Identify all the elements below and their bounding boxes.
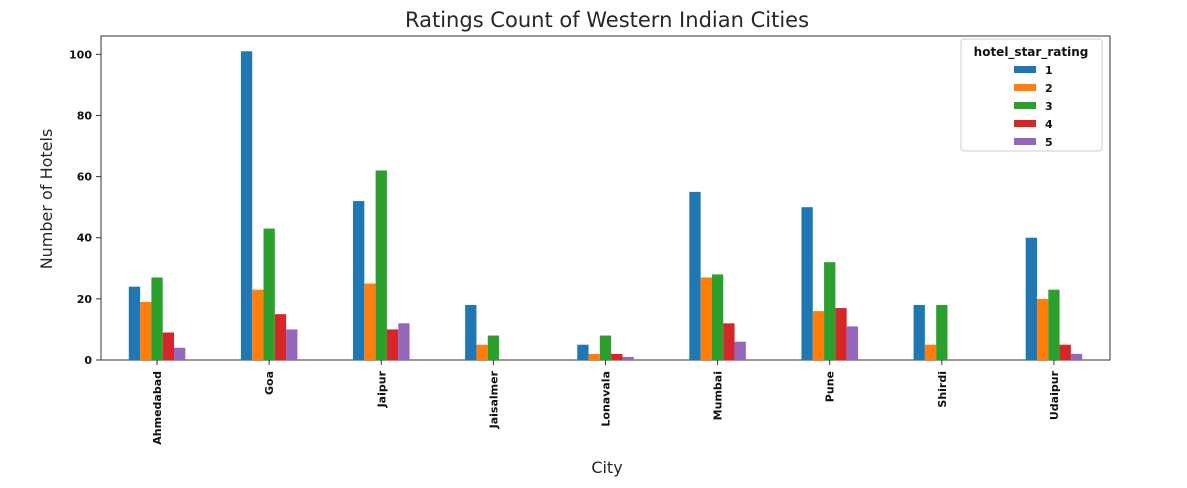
y-tick-label: 40 [77, 232, 93, 245]
bar-udaipur-rating-4 [1059, 344, 1071, 360]
bar-ahmedabad-rating-1 [128, 286, 141, 360]
bar-lonavala-rating-3 [599, 335, 612, 360]
bar-lonavala-rating-5 [622, 356, 634, 360]
bar-udaipur-rating-3 [1048, 289, 1060, 360]
x-tick-label: Mumbai [712, 371, 725, 420]
bar-udaipur-rating-1 [1025, 237, 1037, 360]
bar-lonavala-rating-4 [611, 353, 623, 360]
bar-lonavala-rating-2 [588, 353, 600, 360]
bar-mumbai-rating-5 [734, 341, 746, 360]
legend-swatch-4 [1014, 120, 1036, 127]
legend-swatch-3 [1014, 102, 1036, 109]
legend-items: 1 2 3 4 5 [1014, 64, 1053, 149]
bar-pune-rating-2 [812, 311, 825, 360]
bar-goa-rating-4 [274, 314, 287, 360]
x-tick-label: Udaipur [1048, 370, 1061, 420]
legend-swatch-2 [1014, 84, 1036, 91]
x-tick-label: Lonavala [600, 371, 613, 427]
bar-mumbai-rating-2 [700, 277, 712, 360]
bar-jaipur-rating-3 [375, 170, 387, 360]
bar-pune-rating-4 [835, 308, 847, 360]
y-axis-ticks: 0 20 40 60 80 100 [69, 48, 101, 367]
bar-jaipur-rating-2 [364, 283, 376, 360]
legend-swatch-1 [1014, 66, 1036, 73]
bar-ahmedabad-rating-5 [174, 347, 186, 360]
bar-mumbai-rating-4 [723, 323, 735, 360]
y-tick-label: 100 [69, 48, 92, 61]
bar-udaipur-rating-5 [1070, 353, 1083, 360]
bar-pune-rating-3 [824, 262, 836, 360]
y-tick-label: 60 [77, 171, 93, 184]
legend-label: 1 [1045, 64, 1053, 77]
legend-swatch-5 [1014, 138, 1036, 145]
bar-shirdi-rating-2 [924, 344, 937, 360]
x-tick-label: Pune [824, 371, 837, 402]
bar-pune-rating-5 [846, 326, 858, 360]
bar-ahmedabad-rating-3 [151, 277, 163, 360]
bar-jaisalmer-rating-2 [476, 344, 488, 360]
y-tick-label: 0 [84, 354, 92, 367]
x-tick-label: Jaisalmer [487, 370, 500, 429]
legend-frame [960, 38, 1103, 152]
bar-mumbai-rating-3 [711, 274, 724, 360]
bar-ahmedabad-rating-2 [140, 301, 152, 360]
bar-goa-rating-1 [240, 51, 253, 360]
x-tick-label: Jaipur [375, 370, 388, 408]
bar-lonavala-rating-1 [577, 344, 589, 360]
x-axis-label: City [591, 458, 622, 477]
legend-label: 2 [1045, 82, 1053, 95]
legend-label: 3 [1045, 100, 1053, 113]
bar-shirdi-rating-3 [936, 304, 948, 360]
bars-group [128, 51, 1083, 360]
x-tick-label: Goa [263, 371, 276, 395]
bar-mumbai-rating-1 [689, 191, 701, 360]
bar-jaisalmer-rating-1 [465, 304, 477, 360]
y-tick-label: 20 [77, 293, 93, 306]
bar-jaipur-rating-4 [386, 329, 399, 360]
bar-jaipur-rating-5 [398, 323, 410, 360]
bar-shirdi-rating-1 [913, 304, 925, 360]
bar-udaipur-rating-2 [1036, 298, 1049, 360]
bar-ahmedabad-rating-4 [162, 332, 175, 360]
bar-goa-rating-5 [286, 329, 298, 360]
bar-goa-rating-2 [252, 289, 264, 360]
legend-title: hotel_star_rating [974, 45, 1089, 60]
bar-goa-rating-3 [263, 228, 275, 360]
x-axis-ticks: Ahmedabad Goa Jaipur Jaisalmer Lonavala Mumba… [151, 360, 1061, 445]
legend-label: 5 [1045, 136, 1053, 149]
bar-pune-rating-1 [801, 207, 813, 360]
y-axis-label: Number of Hotels [37, 129, 56, 270]
y-tick-label: 80 [77, 109, 93, 122]
x-tick-label: Shirdi [936, 371, 949, 408]
bar-jaisalmer-rating-3 [487, 335, 500, 360]
chart-title: Ratings Count of Western Indian Cities [405, 8, 809, 32]
x-tick-label: Ahmedabad [151, 371, 164, 445]
bar-jaipur-rating-1 [353, 201, 365, 360]
legend: hotel_star_rating 1 2 3 4 5 [960, 38, 1103, 152]
legend-label: 4 [1045, 118, 1053, 131]
